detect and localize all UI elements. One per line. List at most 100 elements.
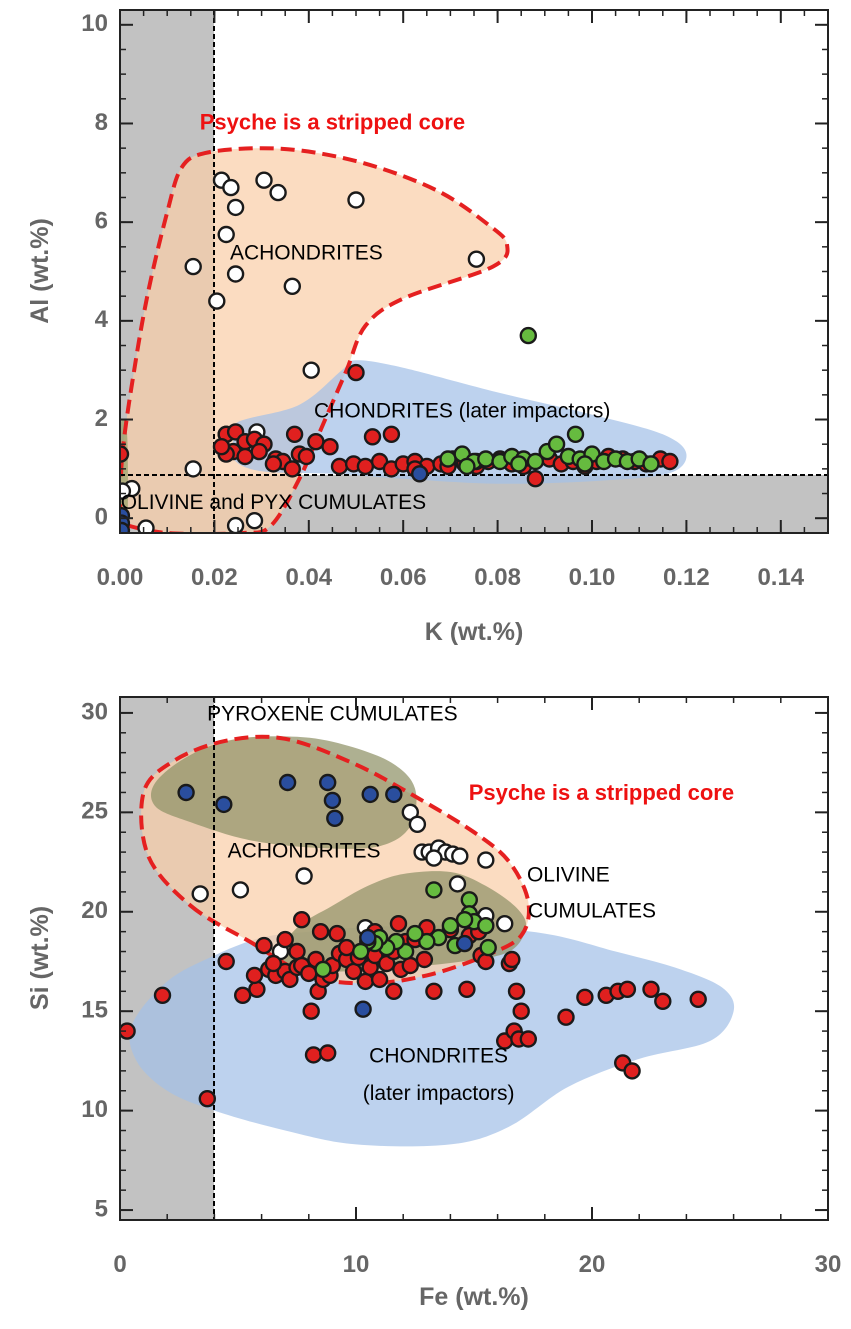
region-label: CUMULATES bbox=[528, 899, 656, 922]
data-point bbox=[382, 425, 401, 443]
data-point bbox=[264, 954, 283, 973]
data-point bbox=[217, 225, 235, 244]
annotation-layer: Psyche is a stripped core ACHONDRITES CHON… bbox=[121, 109, 611, 514]
data-point bbox=[264, 455, 283, 473]
data-point bbox=[519, 326, 537, 345]
data-point bbox=[512, 1002, 530, 1020]
data-point bbox=[455, 911, 474, 929]
plot-frame bbox=[119, 696, 829, 1221]
data-point bbox=[226, 516, 245, 533]
region-label: PYROXENE CUMULATES bbox=[207, 702, 458, 725]
y-axis-title: Si (wt.%) bbox=[26, 906, 54, 1010]
data-point bbox=[363, 428, 382, 446]
data-point bbox=[689, 990, 707, 1008]
data-point bbox=[184, 460, 202, 478]
data-point bbox=[526, 452, 545, 471]
data-point bbox=[293, 911, 311, 929]
data-point bbox=[642, 455, 660, 473]
data-point bbox=[347, 363, 365, 382]
data-point bbox=[566, 425, 585, 443]
data-point bbox=[439, 450, 457, 468]
panel-si-vs-fe: PYROXENE CUMULATES Psyche is a stripped c… bbox=[26, 696, 842, 1311]
y-tick-label: 25 bbox=[81, 798, 108, 825]
x-tick-label: 0.00 bbox=[97, 564, 144, 591]
data-point bbox=[120, 482, 132, 500]
data-point bbox=[330, 457, 349, 476]
data-point bbox=[245, 512, 264, 530]
data-point bbox=[406, 924, 424, 943]
data-point bbox=[401, 956, 419, 975]
data-point bbox=[425, 881, 443, 899]
data-point bbox=[314, 960, 332, 979]
data-point bbox=[184, 257, 202, 276]
data-point bbox=[479, 938, 497, 957]
data-point bbox=[300, 964, 318, 983]
data-point bbox=[295, 867, 313, 885]
region-label: ACHONDRITES bbox=[228, 840, 381, 863]
data-point bbox=[356, 457, 375, 476]
region-outline-psyche bbox=[120, 146, 510, 533]
data-point bbox=[217, 952, 235, 971]
region-label: OLIVINE and PYX CUMULATES bbox=[121, 491, 426, 514]
region-label: CHONDRITES bbox=[369, 1044, 508, 1067]
data-point bbox=[425, 982, 443, 1000]
data-point bbox=[408, 815, 427, 833]
data-point bbox=[496, 915, 514, 933]
data-point bbox=[283, 277, 301, 295]
x-tick-label: 0.02 bbox=[191, 564, 238, 591]
x-tick-label: 0.04 bbox=[285, 564, 332, 591]
data-point bbox=[285, 425, 304, 443]
data-point bbox=[120, 521, 131, 533]
data-point bbox=[226, 265, 245, 283]
data-point bbox=[510, 455, 528, 473]
data-point bbox=[467, 250, 486, 268]
region-label: CHONDRITES (later impactors) bbox=[314, 400, 610, 423]
data-point bbox=[337, 938, 356, 957]
y-tick-label: 4 bbox=[95, 306, 109, 333]
data-point bbox=[370, 970, 389, 989]
data-point bbox=[248, 980, 266, 998]
data-point bbox=[347, 191, 365, 209]
data-point bbox=[361, 785, 379, 804]
y-tick-label: 20 bbox=[81, 897, 108, 924]
x-tick-label: 30 bbox=[815, 1251, 842, 1278]
data-point bbox=[458, 457, 476, 476]
data-point bbox=[255, 936, 273, 955]
data-point bbox=[415, 950, 434, 969]
x-tick-label: 20 bbox=[579, 1251, 606, 1278]
data-point bbox=[642, 980, 660, 998]
data-point bbox=[451, 847, 469, 865]
x-tick-label: 10 bbox=[343, 1251, 370, 1278]
data-point bbox=[460, 891, 478, 909]
x-tick-label: 0.14 bbox=[757, 564, 804, 591]
x-axis-title: K (wt.%) bbox=[425, 618, 524, 646]
data-point bbox=[302, 1002, 320, 1020]
data-point bbox=[507, 982, 526, 1000]
axis-ticks: 0.00 0.02 0.04 0.06 0.08 0.10 0.12 0.14 0 2 4 6 8 10 bbox=[81, 10, 829, 591]
data-point bbox=[137, 519, 155, 533]
data-point bbox=[288, 942, 306, 961]
x-axis-title: Fe (wt.%) bbox=[419, 1283, 529, 1311]
data-point bbox=[321, 438, 339, 456]
data-points bbox=[120, 171, 679, 533]
data-point bbox=[302, 361, 320, 379]
data-point bbox=[425, 849, 443, 867]
data-point bbox=[222, 178, 240, 197]
data-point bbox=[208, 292, 226, 310]
data-point bbox=[255, 171, 273, 189]
data-point bbox=[576, 988, 594, 1006]
data-point bbox=[245, 966, 264, 985]
data-point bbox=[477, 450, 495, 468]
data-point bbox=[297, 447, 316, 466]
data-point bbox=[654, 992, 672, 1010]
data-point bbox=[307, 433, 325, 451]
data-point bbox=[503, 950, 521, 969]
data-point bbox=[389, 915, 408, 933]
data-point bbox=[198, 1089, 217, 1108]
data-point bbox=[319, 773, 337, 792]
data-point bbox=[455, 934, 474, 953]
x-tick-label: 0.08 bbox=[474, 564, 521, 591]
data-point bbox=[385, 982, 403, 1000]
y-axis-title: Al (wt.%) bbox=[26, 218, 54, 324]
